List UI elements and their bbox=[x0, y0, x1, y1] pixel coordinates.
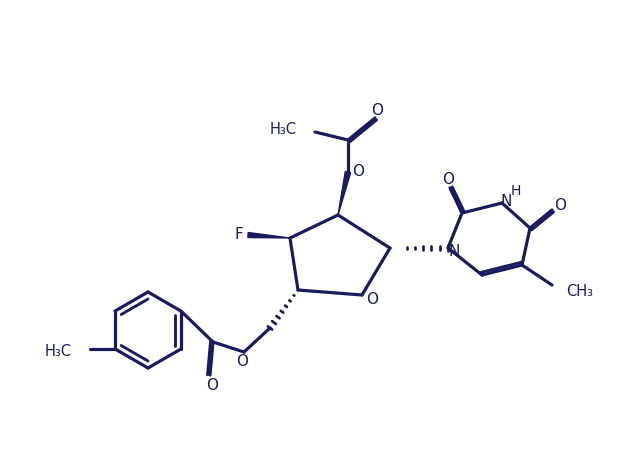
Text: H₃C: H₃C bbox=[45, 344, 72, 359]
Text: F: F bbox=[235, 227, 243, 242]
Polygon shape bbox=[248, 233, 290, 238]
Text: O: O bbox=[554, 197, 566, 212]
Text: O: O bbox=[206, 377, 218, 392]
Text: H₃C: H₃C bbox=[270, 122, 297, 136]
Text: CH₃: CH₃ bbox=[566, 283, 593, 298]
Text: N: N bbox=[448, 243, 460, 258]
Text: O: O bbox=[352, 164, 364, 180]
Polygon shape bbox=[338, 172, 351, 215]
Text: O: O bbox=[371, 102, 383, 118]
Text: O: O bbox=[366, 291, 378, 306]
Text: H: H bbox=[511, 184, 521, 198]
Text: O: O bbox=[236, 354, 248, 369]
Text: N: N bbox=[500, 194, 512, 209]
Text: O: O bbox=[442, 172, 454, 188]
